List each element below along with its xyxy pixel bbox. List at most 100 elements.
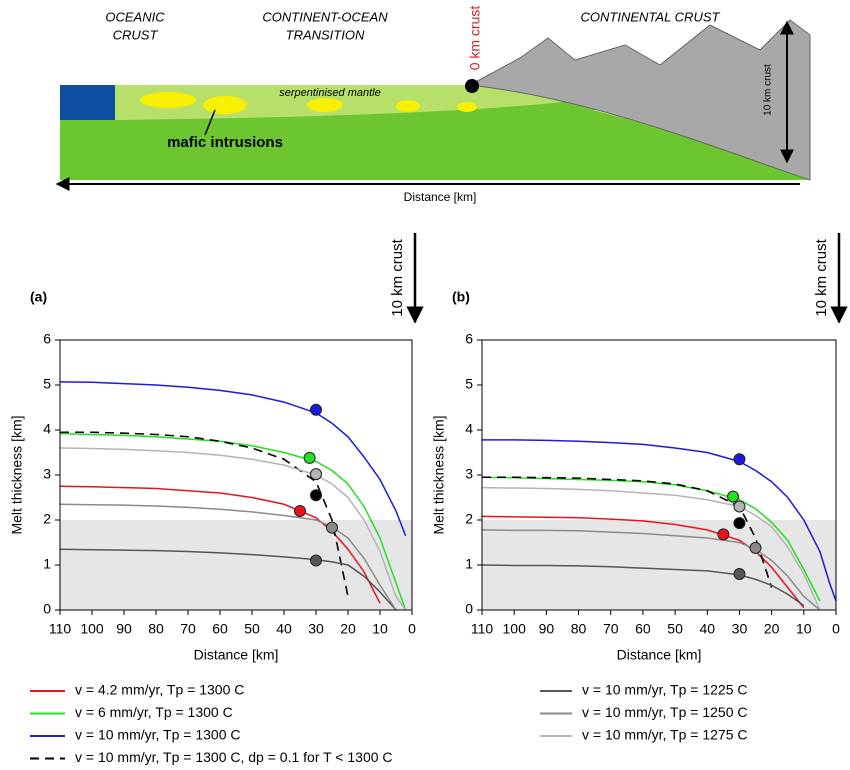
series-line bbox=[481, 476, 821, 602]
legend-label: v = 10 mm/yr, Tp = 1300 C, dp = 0.1 for … bbox=[75, 749, 393, 765]
marker-point bbox=[326, 521, 338, 534]
x-tick-label: 10 bbox=[796, 621, 812, 637]
x-tick-label: 40 bbox=[276, 621, 292, 637]
label: TRANSITION bbox=[286, 27, 365, 42]
series-line bbox=[60, 431, 349, 597]
series-line bbox=[59, 485, 381, 604]
y-tick-label: 2 bbox=[43, 511, 51, 527]
legend-label: v = 10 mm/yr, Tp = 1225 C bbox=[582, 682, 747, 698]
label: CONTINENT-OCEAN bbox=[262, 9, 388, 24]
label: CRUST bbox=[113, 27, 159, 42]
x-tick-label: 30 bbox=[308, 621, 324, 637]
y-tick-label: 1 bbox=[43, 556, 51, 572]
x-tick-label: 80 bbox=[148, 621, 164, 637]
legend-label: v = 10 mm/yr, Tp = 1275 C bbox=[582, 727, 747, 743]
x-tick-label: 50 bbox=[667, 621, 683, 637]
cross-section: OCEANIC CRUST CONTINENT-OCEAN TRANSITION… bbox=[55, 6, 811, 204]
annotation: 10 km crust bbox=[813, 238, 830, 316]
panel-label: (a) bbox=[30, 289, 47, 305]
label: 0 km crust bbox=[467, 6, 483, 71]
x-tick-label: 0 bbox=[832, 621, 840, 637]
x-tick-label: 110 bbox=[49, 621, 72, 637]
legend-label: v = 10 mm/yr, Tp = 1250 C bbox=[582, 704, 747, 720]
y-tick-label: 4 bbox=[465, 421, 473, 437]
marker-point bbox=[733, 453, 746, 466]
y-tick-label: 5 bbox=[465, 376, 473, 392]
x-tick-label: 90 bbox=[539, 621, 555, 637]
x-tick-label: 80 bbox=[571, 621, 587, 637]
series-line bbox=[481, 529, 821, 611]
panel-label: (b) bbox=[452, 289, 470, 305]
series-line bbox=[481, 486, 821, 611]
x-tick-label: 30 bbox=[732, 621, 748, 637]
marker-point bbox=[733, 500, 746, 513]
marker-point bbox=[310, 468, 322, 481]
series-line bbox=[482, 476, 773, 588]
x-tick-label: 60 bbox=[212, 621, 228, 637]
y-tick-label: 0 bbox=[465, 601, 473, 617]
zero-crust-point bbox=[465, 79, 479, 93]
y-tick-label: 3 bbox=[465, 466, 473, 482]
marker-point bbox=[303, 451, 316, 464]
series-line bbox=[59, 447, 407, 611]
x-tick-label: 90 bbox=[116, 621, 132, 637]
intrusions bbox=[140, 92, 477, 114]
marker-point bbox=[733, 517, 746, 530]
shaded-band bbox=[60, 520, 412, 610]
x-tick-label: 70 bbox=[603, 621, 619, 637]
marker-point bbox=[310, 489, 322, 502]
x-tick-label: 70 bbox=[180, 621, 196, 637]
pointer bbox=[204, 109, 216, 136]
x-tick-label: 20 bbox=[764, 621, 780, 637]
annotation: 10 km crust bbox=[389, 238, 406, 316]
x-tick-label: 110 bbox=[471, 621, 494, 637]
marker-point bbox=[294, 505, 306, 517]
x-axis-label: Distance [km] bbox=[617, 647, 702, 663]
series-line bbox=[59, 503, 397, 611]
y-tick-label: 5 bbox=[43, 376, 51, 392]
x-tick-label: 60 bbox=[635, 621, 651, 637]
x-axis-label: Distance [km] bbox=[194, 647, 279, 663]
label: mafic intrusions bbox=[167, 134, 283, 151]
y-tick-label: 3 bbox=[43, 466, 51, 482]
label: serpentinised mantle bbox=[279, 87, 381, 99]
label: 10 km crust bbox=[763, 64, 774, 116]
y-axis-label: Melt thickness [km] bbox=[431, 415, 447, 534]
series-line bbox=[59, 432, 407, 611]
series-line bbox=[481, 515, 805, 609]
x-tick-label: 100 bbox=[80, 621, 104, 637]
plot-frame bbox=[481, 339, 837, 611]
label: Distance [km] bbox=[404, 190, 477, 204]
y-tick-label: 6 bbox=[465, 331, 473, 347]
series-line bbox=[481, 564, 805, 607]
legend-label: v = 10 mm/yr, Tp = 1300 C bbox=[75, 727, 240, 743]
series-line bbox=[59, 381, 407, 537]
marker-point bbox=[733, 568, 746, 580]
marker-point bbox=[727, 490, 740, 503]
x-tick-label: 20 bbox=[340, 621, 356, 637]
y-axis-label: Melt thickness [km] bbox=[9, 415, 25, 534]
marker-point bbox=[310, 403, 322, 416]
y-tick-label: 4 bbox=[43, 421, 51, 437]
legend-label: v = 6 mm/yr, Tp = 1300 C bbox=[75, 704, 233, 720]
x-tick-label: 50 bbox=[244, 621, 260, 637]
series-line bbox=[59, 548, 397, 611]
legend-label: v = 4.2 mm/yr, Tp = 1300 C bbox=[75, 682, 244, 698]
x-tick-label: 0 bbox=[408, 621, 416, 637]
y-tick-label: 0 bbox=[43, 601, 51, 617]
mountains bbox=[468, 19, 811, 181]
x-tick-label: 100 bbox=[503, 621, 527, 637]
label: CONTINENTAL CRUST bbox=[581, 9, 721, 24]
series-line bbox=[482, 439, 837, 602]
y-tick-label: 6 bbox=[43, 331, 51, 347]
x-tick-label: 40 bbox=[699, 621, 715, 637]
oceanic-crust-block bbox=[60, 85, 115, 120]
marker-point bbox=[717, 528, 730, 541]
y-tick-label: 2 bbox=[465, 511, 473, 527]
marker-point bbox=[749, 541, 762, 554]
x-tick-label: 10 bbox=[372, 621, 388, 637]
y-tick-label: 1 bbox=[465, 556, 473, 572]
marker-point bbox=[310, 554, 322, 567]
label: OCEANIC bbox=[105, 9, 165, 24]
